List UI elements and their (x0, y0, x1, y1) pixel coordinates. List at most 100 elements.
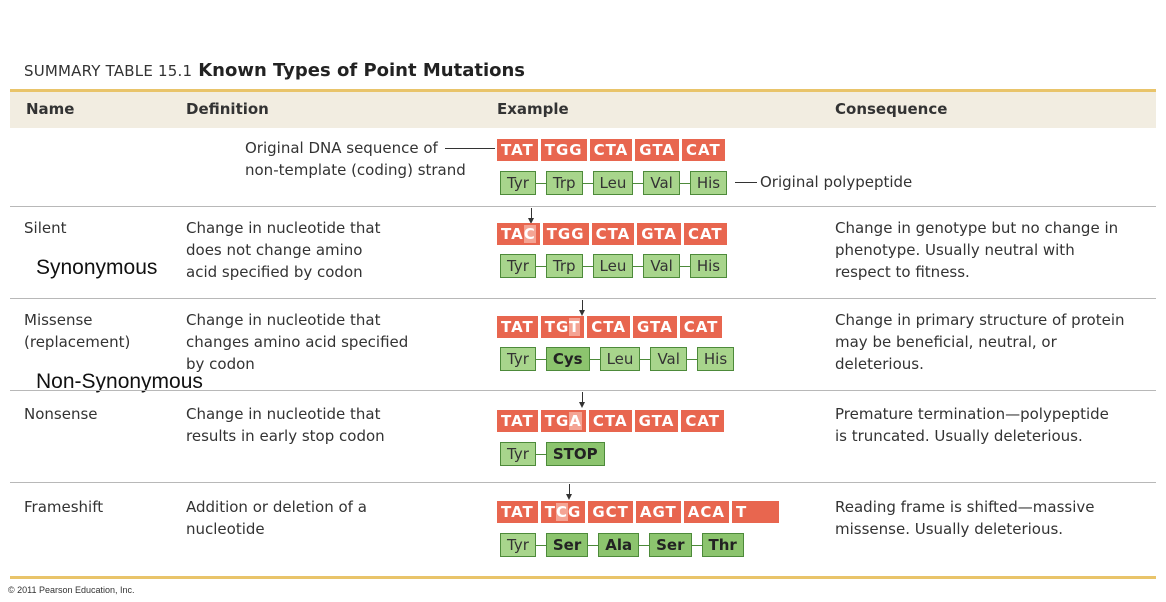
peptide-bond (588, 544, 599, 546)
codon: TAT (497, 316, 538, 338)
header-row (10, 92, 1156, 128)
peptide-bond (679, 265, 690, 267)
consequence-line: Change in genotype but no change in (835, 219, 1119, 237)
consequence-line: Premature termination—polypeptide (835, 405, 1109, 423)
codon: TGG (542, 223, 589, 245)
codon-part: TG (544, 318, 570, 336)
table-number: SUMMARY TABLE 15.1 (24, 62, 193, 80)
definition-line: Change in nucleotide that (186, 405, 381, 423)
nonsense-dna-sequence: TAT TGA CTA GTA CAT (497, 410, 727, 432)
mutated-nucleotide: C (523, 225, 536, 243)
codon: AGT (635, 501, 681, 523)
codon-part: G (568, 503, 582, 521)
codon-part: TA (501, 225, 524, 243)
codon: TGA (540, 410, 586, 432)
peptide-bond (691, 544, 702, 546)
frameshift-dna-sequence: TAT TCG GCT AGT ACA T (497, 501, 782, 523)
definition-line: Change in nucleotide that (186, 311, 381, 329)
codon-part: T (736, 503, 748, 521)
mutation-arrow (579, 392, 585, 408)
amino-acid: Trp (545, 171, 583, 195)
row-definition-silent: Change in nucleotide that does not chang… (186, 217, 426, 283)
consequence-line: may be beneficial, neutral, or (835, 333, 1057, 351)
codon: CTA (588, 410, 632, 432)
codon: TAT (497, 410, 538, 432)
codon-part: TGG (546, 225, 585, 243)
codon: GTA (635, 139, 680, 161)
peptide-bond (535, 544, 546, 546)
peptide-bond (639, 544, 650, 546)
amino-acid: Leu (592, 171, 634, 195)
codon: CAT (679, 316, 723, 338)
peptide-bond (535, 358, 546, 360)
codon-part: TAT (501, 412, 534, 430)
amino-acid: STOP (545, 442, 605, 466)
header-example: Example (497, 100, 569, 118)
top-rule (10, 89, 1156, 92)
definition-line: Change in nucleotide that (186, 219, 381, 237)
consequence-line: phenotype. Usually neutral with (835, 241, 1075, 259)
row-divider (10, 298, 1156, 299)
amino-acid: Leu (592, 254, 634, 278)
mutated-nucleotide: T (569, 318, 581, 336)
codon: TCG (540, 501, 586, 523)
row-name-frameshift: Frameshift (24, 498, 104, 516)
codon: GTA (632, 316, 677, 338)
codon-part: AGT (639, 503, 677, 521)
silent-dna-sequence: TAC TGG CTA GTA CAT (497, 223, 730, 245)
amino-acid: Ser (545, 533, 589, 557)
original-polypeptide-label: Original polypeptide (760, 173, 913, 191)
consequence-line: deleterious. (835, 355, 924, 373)
peptide-bond (633, 265, 644, 267)
row-divider (10, 206, 1156, 207)
bottom-rule (10, 576, 1156, 579)
row-definition-frameshift: Addition or deletion of a nucleotide (186, 496, 426, 540)
amino-acid: Val (643, 254, 680, 278)
codon: GTA (634, 410, 679, 432)
original-label-line2: non-template (coding) strand (245, 161, 466, 179)
codon-part: CTA (591, 318, 626, 336)
amino-acid: Val (643, 171, 680, 195)
consequence-line: Change in primary structure of protein (835, 311, 1125, 329)
mutated-nucleotide: C (555, 503, 568, 521)
codon-part: GTA (636, 318, 673, 336)
peptide-bond (640, 358, 651, 360)
codon: CAT (682, 139, 725, 161)
definition-line: changes amino acid specified (186, 333, 409, 351)
codon-part: CAT (683, 318, 719, 336)
polypeptide-pointer-line (735, 182, 757, 183)
amino-acid: Ala (598, 533, 640, 557)
codon: CAT (683, 223, 727, 245)
codon: CTA (591, 223, 635, 245)
amino-acid: Tyr (500, 254, 536, 278)
missense-dna-sequence: TAT TGT CTA GTA CAT (497, 316, 725, 338)
row-divider (10, 482, 1156, 483)
codon-part: CTA (592, 412, 628, 430)
codon: CTA (587, 316, 630, 338)
row-divider (10, 390, 1156, 391)
amino-acid: His (689, 254, 728, 278)
row-consequence-missense: Change in primary structure of protein m… (835, 309, 1145, 375)
definition-line: Addition or deletion of a (186, 498, 367, 516)
row-definition-nonsense: Change in nucleotide that results in ear… (186, 403, 426, 447)
amino-acid: Thr (701, 533, 744, 557)
original-label: Original DNA sequence of non-template (c… (245, 137, 466, 181)
amino-acid: Ser (649, 533, 692, 557)
definition-line: by codon (186, 355, 255, 373)
codon: TAT (497, 501, 538, 523)
consequence-line: Reading frame is shifted—massive (835, 498, 1095, 516)
header-name: Name (26, 100, 75, 118)
original-label-line1: Original DNA sequence of (245, 139, 438, 157)
header-consequence: Consequence (835, 100, 948, 118)
codon-part: T (544, 503, 556, 521)
codon: TAC (497, 223, 540, 245)
amino-acid: Val (650, 347, 687, 371)
amino-acid: Trp (545, 254, 583, 278)
row-name-silent: Silent (24, 219, 67, 237)
codon: GTA (637, 223, 681, 245)
mutated-nucleotide: A (569, 412, 582, 430)
original-pointer-line (445, 148, 495, 149)
peptide-bond (633, 182, 644, 184)
table-heading: Known Types of Point Mutations (198, 60, 526, 81)
original-dna-sequence: TAT TGG CTA GTA CAT (497, 139, 728, 161)
